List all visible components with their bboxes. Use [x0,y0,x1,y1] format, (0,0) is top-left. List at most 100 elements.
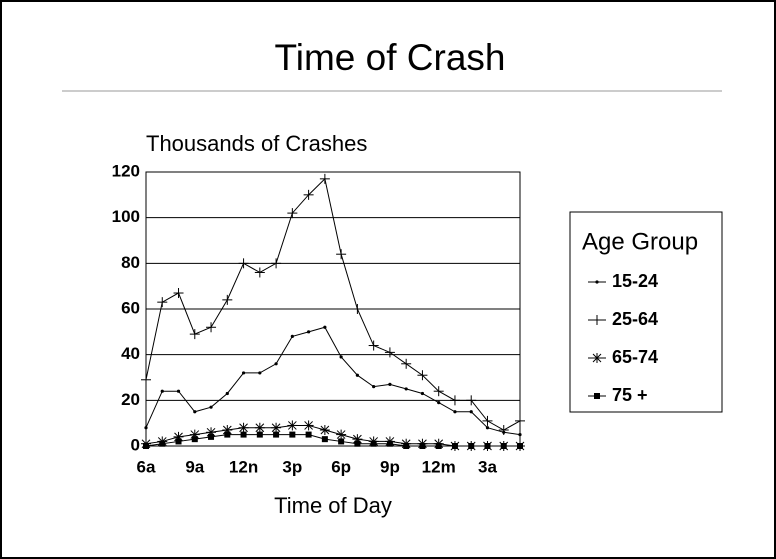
marker [191,436,198,443]
marker-square [191,436,198,443]
marker-dot [274,362,278,366]
marker [323,325,327,329]
y-tick-label: 120 [112,161,140,180]
x-tick-label: 9p [380,457,400,476]
marker [372,385,376,389]
marker [404,387,408,391]
marker-stroke [592,353,602,363]
marker-stroke [336,430,346,439]
legend-label: 65-74 [612,347,658,367]
marker-stroke [255,423,265,433]
marker [451,443,458,449]
marker [271,422,282,433]
marker-square [435,443,442,449]
marker-dot [595,280,599,284]
marker [419,443,426,449]
legend-title: Age Group [582,228,698,255]
x-tick-label: 12n [229,457,258,476]
marker [338,438,345,445]
marker-stroke [287,421,297,430]
y-tick-label: 20 [121,390,140,409]
marker [176,389,181,393]
marker [222,294,233,305]
marker-square [321,436,328,443]
marker [403,443,410,449]
marker-dot [307,330,311,334]
marker [517,443,523,449]
marker [592,353,602,363]
marker-square [256,431,263,438]
marker-dot [339,355,343,359]
marker [319,425,330,436]
y-tick-label: 100 [112,207,140,226]
marker [339,355,343,359]
marker [238,422,249,433]
marker [254,267,265,278]
marker [321,436,328,443]
marker [319,173,330,184]
marker [289,431,296,438]
legend-box [569,211,723,413]
y-tick-label: 0 [131,435,140,454]
marker [208,433,215,440]
marker-dot [388,382,392,386]
marker [256,431,263,438]
marker-square [338,438,345,445]
marker-dot [241,371,246,375]
marker [449,395,460,406]
marker [206,322,217,333]
marker [437,401,441,405]
marker-square [594,393,600,399]
legend-label: 75 + [612,385,648,405]
marker-square [386,440,393,447]
legend-label: 25-64 [612,309,658,329]
marker-square [403,443,410,449]
x-tick-label: 6p [331,457,351,476]
marker [482,415,493,426]
marker-stroke [271,423,281,433]
marker-square [273,431,280,438]
marker-square [305,431,312,438]
marker-dot [225,391,229,396]
x-tick-label: 3p [282,457,302,476]
marker-square [517,443,523,449]
marker [518,432,522,437]
marker [469,410,473,414]
marker [290,334,294,338]
marker [157,297,168,308]
marker-square [240,431,247,438]
y-axis-title: Thousands of Crashes [146,131,367,156]
marker-dot [420,391,425,396]
x-axis-title: Time of Day [274,493,392,518]
marker [189,329,200,340]
marker [352,304,363,314]
marker-square [484,443,491,449]
marker [258,371,262,375]
marker [453,410,457,414]
marker-dot [485,426,490,430]
marker-dot [193,410,197,414]
marker-dot [209,405,213,409]
marker [595,280,599,284]
marker [484,443,491,449]
marker-square [224,431,231,438]
marker [515,415,525,426]
marker-dot [355,373,359,377]
marker-dot [372,385,376,389]
marker [354,440,361,447]
x-tick-label: 3a [478,457,497,476]
marker [144,426,148,430]
marker-square [500,443,507,449]
marker [287,208,298,219]
marker [307,330,311,334]
marker [355,373,359,377]
marker-stroke [320,425,330,435]
marker-square [143,443,149,449]
marker [238,258,249,269]
marker [433,386,444,397]
marker [254,422,265,433]
marker-dot [469,410,473,414]
marker [500,443,507,449]
marker [485,426,490,430]
